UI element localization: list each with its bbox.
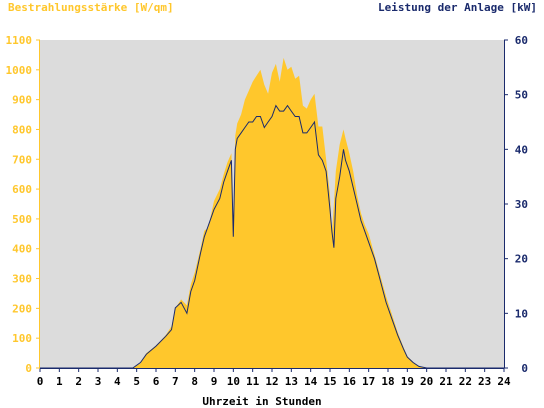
x-tick-label: 13	[285, 375, 298, 388]
x-tick-label: 0	[37, 375, 44, 388]
left-tick-label: 700	[12, 153, 32, 166]
x-tick-label: 21	[439, 375, 453, 388]
x-tick-label: 2	[75, 375, 82, 388]
right-tick-label: 50	[515, 89, 528, 102]
x-tick-label: 18	[381, 375, 394, 388]
x-tick-label: 8	[191, 375, 198, 388]
x-axis-label: Uhrzeit in Stunden	[202, 395, 321, 408]
x-tick-label: 3	[95, 375, 102, 388]
irradiance-area	[40, 57, 504, 369]
right-axis-ticks: 0 10 20 30 40 50 60	[504, 34, 528, 375]
x-tick-label: 24	[497, 375, 511, 388]
left-tick-label: 300	[12, 273, 32, 286]
power-line	[40, 104, 504, 369]
left-tick-label: 100	[12, 332, 32, 345]
x-tick-label: 22	[459, 375, 472, 388]
x-tick-label: 16	[343, 375, 357, 388]
left-tick-label: 900	[12, 94, 32, 107]
x-tick-label: 4	[114, 375, 121, 388]
x-tick-label: 5	[133, 375, 140, 388]
left-tick-label: 1100	[6, 34, 33, 47]
right-tick-label: 10	[515, 307, 528, 320]
left-tick-label: 1000	[6, 64, 33, 77]
x-axis-ticks: 0 1 2 3 4 5 6 7 8 9 10 11 12 13 14 15 16 17 18 19 20 21 22 23 24	[37, 368, 511, 388]
right-tick-label: 60	[515, 34, 528, 47]
left-axis-title: Bestrahlungsstärke [W/qm]	[8, 1, 174, 14]
x-tick-label: 11	[246, 375, 260, 388]
x-tick-label: 15	[323, 375, 336, 388]
right-tick-label: 30	[515, 198, 528, 211]
left-tick-label: 600	[12, 183, 32, 196]
right-tick-label: 40	[515, 143, 528, 156]
x-tick-label: 17	[362, 375, 375, 388]
x-tick-label: 6	[153, 375, 160, 388]
left-tick-label: 0	[25, 362, 32, 375]
left-tick-label: 500	[12, 213, 32, 226]
left-tick-label: 200	[12, 302, 32, 315]
right-tick-label: 0	[521, 362, 528, 375]
left-axis-ticks: 0 100 200 300 400 500 600 700 800 900 1000 1100	[6, 34, 40, 375]
right-tick-label: 20	[515, 253, 528, 266]
x-tick-label: 9	[211, 375, 218, 388]
x-tick-label: 10	[227, 375, 240, 388]
x-tick-label: 19	[401, 375, 414, 388]
right-axis-title: Leistung der Anlage [kW]	[378, 1, 537, 14]
x-tick-label: 12	[265, 375, 278, 388]
left-tick-label: 800	[12, 123, 32, 136]
x-tick-label: 20	[420, 375, 433, 388]
x-tick-label: 14	[304, 375, 318, 388]
x-tick-label: 1	[56, 375, 63, 388]
x-tick-label: 23	[478, 375, 491, 388]
left-tick-label: 400	[12, 243, 32, 256]
x-tick-label: 7	[172, 375, 179, 388]
